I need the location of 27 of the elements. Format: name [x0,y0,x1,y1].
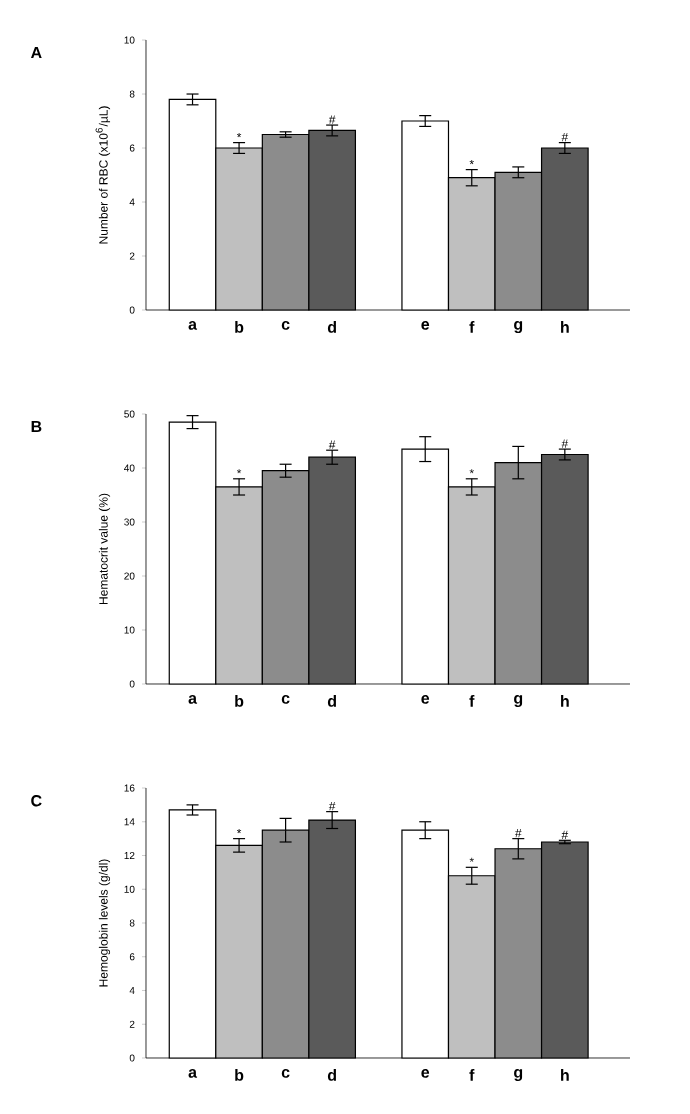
x-tick-label: b [235,1069,244,1081]
chart-title: C [31,795,42,807]
x-tick-label: e [421,1069,430,1078]
x-tick-label: a [188,1069,198,1078]
x-tick-label: g [514,1069,523,1082]
x-tick-label: d [327,695,336,707]
x-tick-label: d [327,1069,336,1081]
x-tick-label: g [514,321,523,334]
x-tick-label: b [235,321,244,333]
x-tick-label: h [561,695,569,707]
chart-title: B [31,421,42,433]
x-tick-label: a [188,321,198,330]
x-tick-label: c [281,321,290,330]
x-tick-label: a [188,695,198,704]
x-tick-label: h [561,1069,569,1081]
x-tick-label: e [421,321,430,330]
x-tick-label: h [561,321,569,333]
chart-title: A [30,47,42,59]
x-tick-label: e [421,695,430,704]
x-tick-label: f [469,321,475,333]
x-tick-label: d [327,321,336,333]
x-tick-label: c [281,1069,290,1078]
x-tick-label: b [235,695,244,707]
x-tick-label: f [469,695,475,707]
x-tick-label: f [469,1069,475,1081]
x-tick-label: c [281,695,290,704]
x-tick-label: g [514,695,523,708]
